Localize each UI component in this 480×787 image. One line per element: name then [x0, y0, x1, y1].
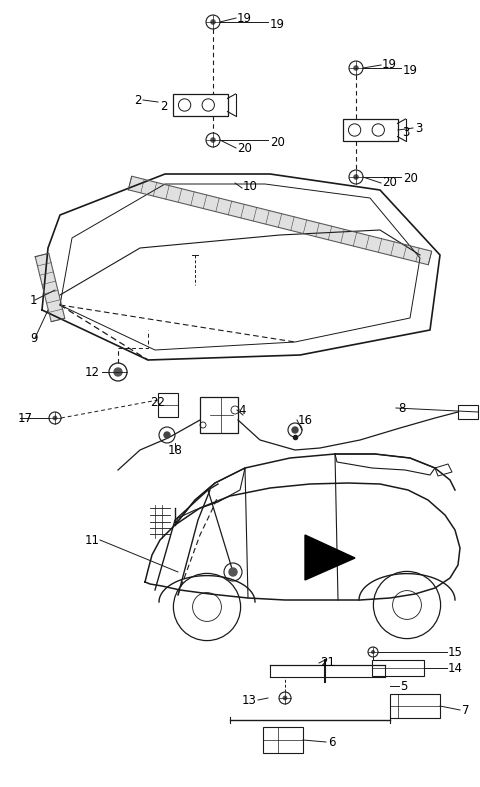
- Text: 21: 21: [320, 656, 335, 668]
- Circle shape: [371, 650, 375, 654]
- Bar: [172, 94, 228, 116]
- Bar: [200, 397, 238, 433]
- Circle shape: [292, 427, 298, 433]
- Text: 4: 4: [238, 404, 245, 416]
- Text: 2: 2: [134, 94, 142, 106]
- Text: 9: 9: [30, 331, 37, 345]
- Bar: [263, 727, 303, 753]
- Bar: [343, 119, 397, 141]
- Circle shape: [210, 19, 216, 25]
- Text: 12: 12: [85, 365, 100, 379]
- Polygon shape: [305, 535, 355, 580]
- Text: 2: 2: [160, 101, 168, 113]
- Circle shape: [353, 65, 359, 71]
- Text: 20: 20: [237, 142, 252, 154]
- Text: 1: 1: [30, 294, 37, 306]
- Circle shape: [53, 416, 58, 420]
- Bar: [158, 393, 178, 417]
- Text: 22: 22: [150, 396, 165, 408]
- Circle shape: [229, 568, 237, 576]
- Circle shape: [164, 432, 170, 438]
- Circle shape: [114, 368, 122, 376]
- Text: 16: 16: [298, 413, 313, 427]
- Text: 17: 17: [18, 412, 33, 424]
- Bar: [372, 660, 424, 676]
- Text: 5: 5: [400, 679, 408, 693]
- Bar: [390, 694, 440, 718]
- Text: 20: 20: [403, 172, 418, 186]
- Text: 11: 11: [85, 534, 100, 546]
- Text: 19: 19: [403, 64, 418, 76]
- Text: 13: 13: [242, 693, 257, 707]
- Text: 14: 14: [448, 662, 463, 674]
- Text: 3: 3: [415, 121, 422, 135]
- Text: 8: 8: [398, 401, 406, 415]
- Circle shape: [283, 696, 288, 700]
- Text: 19: 19: [382, 58, 397, 72]
- Text: 3: 3: [403, 125, 410, 139]
- Text: 20: 20: [382, 176, 397, 190]
- Text: 19: 19: [270, 17, 285, 31]
- Bar: [458, 405, 478, 419]
- Text: 10: 10: [243, 179, 258, 193]
- Polygon shape: [35, 253, 65, 322]
- Polygon shape: [128, 176, 432, 264]
- Text: 6: 6: [328, 736, 336, 748]
- Text: 20: 20: [270, 135, 285, 149]
- Text: 7: 7: [462, 704, 469, 716]
- Circle shape: [353, 174, 359, 179]
- Text: 18: 18: [168, 444, 183, 456]
- Text: 19: 19: [237, 12, 252, 24]
- Circle shape: [210, 137, 216, 142]
- Text: 15: 15: [448, 645, 463, 659]
